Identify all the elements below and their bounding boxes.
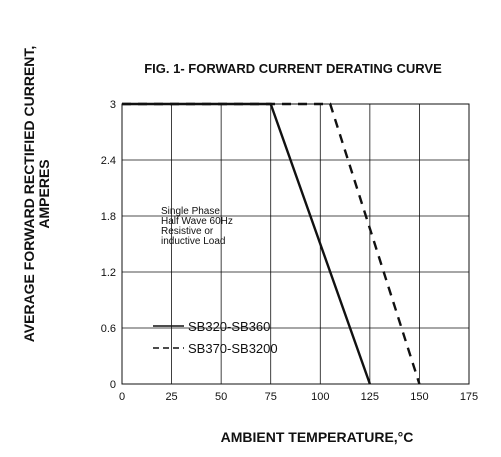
legend-label-sb320: SB320-SB360	[188, 319, 270, 334]
y-axis-title-line-2: AMPERES	[36, 159, 52, 228]
y-tick-label: 1.2	[101, 267, 116, 279]
x-tick-label: 150	[410, 391, 428, 403]
annotation-line-3: Resistive or	[161, 226, 214, 237]
x-tick-label: 50	[215, 391, 227, 403]
y-axis-title-line-1: AVERAGE FORWARD RECTIFIED CURRENT,	[21, 46, 37, 343]
chart-title: FIG. 1- FORWARD CURRENT DERATING CURVE	[144, 61, 442, 76]
legend-label-sb370: SB370-SB3200	[188, 341, 278, 356]
ticks: 0 25 50 75 100 125 150 175 0 0.6 1.2 1.8 2.4 3	[101, 99, 478, 403]
series	[122, 102, 421, 385]
x-tick-label: 100	[311, 391, 329, 403]
annotation-line-1: Single Phase	[161, 206, 220, 217]
y-tick-label: 0	[110, 379, 116, 391]
y-tick-label: 3	[110, 99, 116, 111]
plot-frame	[121, 103, 470, 385]
y-tick-label: 2.4	[101, 155, 116, 167]
series-line-sb370-sb3200	[122, 102, 421, 385]
x-axis-title: AMBIENT TEMPERATURE,°C	[221, 429, 414, 445]
y-tick-label: 0.6	[101, 323, 116, 335]
x-tick-label: 125	[361, 391, 379, 403]
x-tick-label: 25	[165, 391, 177, 403]
x-tick-label: 175	[460, 391, 478, 403]
annotation: Single Phase Half Wave 60Hz Resistive or…	[161, 206, 233, 247]
annotation-line-4: inductive Load	[161, 236, 226, 247]
y-tick-label: 1.8	[101, 211, 116, 223]
annotation-line-2: Half Wave 60Hz	[161, 216, 233, 227]
x-tick-label: 75	[265, 391, 277, 403]
legend: SB320-SB360 SB370-SB3200	[153, 319, 278, 356]
x-tick-label: 0	[119, 391, 125, 403]
